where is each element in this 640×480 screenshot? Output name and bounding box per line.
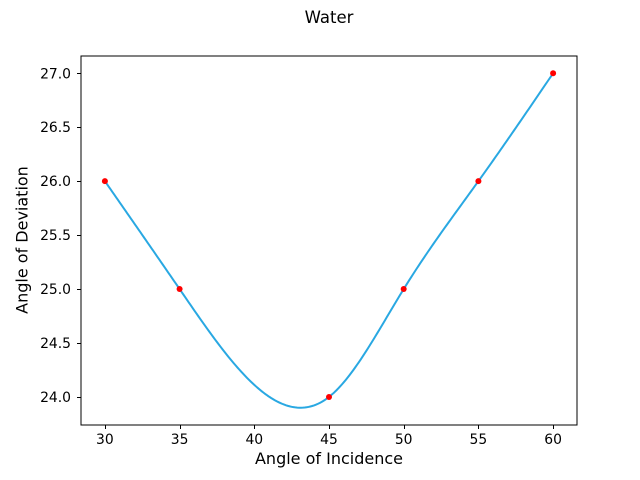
- chart-title: Water: [304, 8, 354, 27]
- data-point: [176, 286, 183, 293]
- x-tick-label: 50: [395, 432, 413, 448]
- x-tick-label: 45: [320, 432, 338, 448]
- y-tick-label: 25.5: [40, 228, 71, 244]
- axes-frame: [80, 55, 578, 426]
- y-tick-label: 24.5: [40, 336, 71, 352]
- y-tick-label: 24.0: [40, 390, 71, 406]
- data-point: [101, 178, 108, 185]
- deviation-curve: [103, 72, 555, 409]
- x-tick-label: 40: [245, 432, 263, 448]
- x-tick-label: 35: [171, 432, 189, 448]
- x-tick-label: 60: [544, 432, 562, 448]
- y-tick-label: 25.0: [40, 282, 71, 298]
- x-tick-label: 30: [96, 432, 114, 448]
- data-point: [326, 393, 332, 400]
- y-tick-label: 26.5: [40, 120, 71, 136]
- data-point: [400, 286, 407, 293]
- data-point: [550, 70, 557, 77]
- x-tick-label: 55: [470, 432, 488, 448]
- y-tick-label: 27.0: [40, 66, 71, 82]
- x-axis-label: Angle of Incidence: [254, 449, 403, 468]
- y-tick-label: 26.0: [40, 174, 71, 190]
- data-point: [475, 178, 482, 185]
